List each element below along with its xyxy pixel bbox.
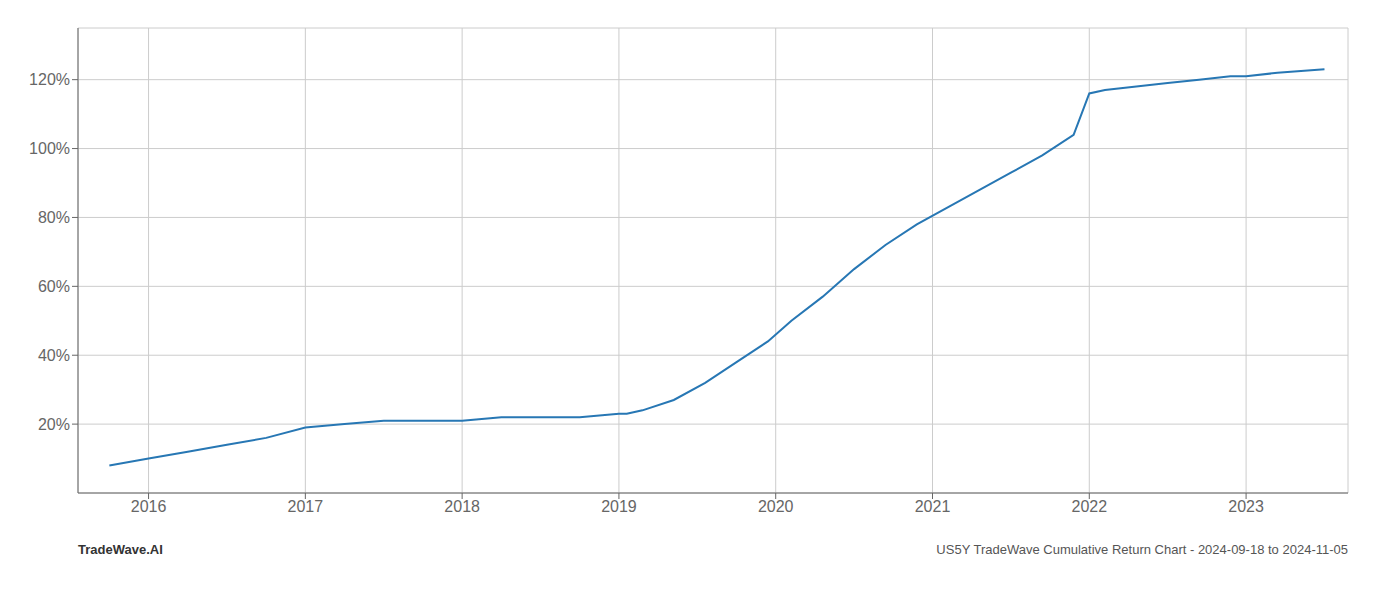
html-text:US5Y TradeWave Cumulative Retu: US5Y TradeWave Cumulative Return Chart -… xyxy=(936,542,1348,557)
svg-text:2017: 2017 xyxy=(288,498,324,515)
svg-text:2021: 2021 xyxy=(915,498,951,515)
svg-text:2020: 2020 xyxy=(758,498,794,515)
svg-text:2019: 2019 xyxy=(601,498,637,515)
svg-text:2018: 2018 xyxy=(444,498,480,515)
svg-text:60%: 60% xyxy=(38,278,70,295)
svg-text:2023: 2023 xyxy=(1228,498,1264,515)
svg-text:20%: 20% xyxy=(38,416,70,433)
svg-text:2022: 2022 xyxy=(1071,498,1107,515)
html-text:TradeWave.AI: TradeWave.AI xyxy=(78,542,163,557)
svg-text:100%: 100% xyxy=(29,140,70,157)
svg-text:40%: 40% xyxy=(38,347,70,364)
svg-text:80%: 80% xyxy=(38,209,70,226)
svg-text:2016: 2016 xyxy=(131,498,167,515)
svg-text:120%: 120% xyxy=(29,71,70,88)
